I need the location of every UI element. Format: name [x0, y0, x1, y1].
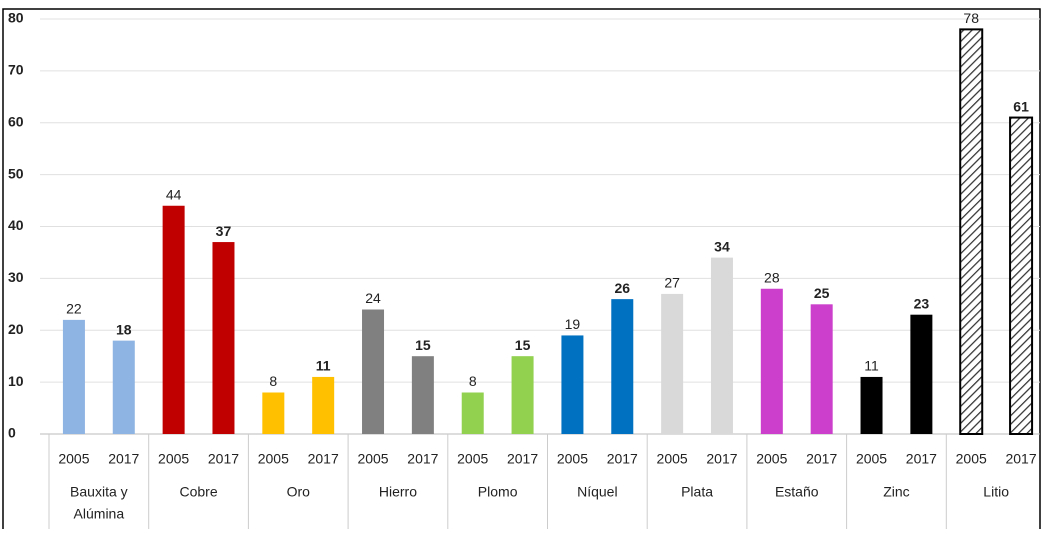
bar [112, 340, 135, 434]
x-tick-label: 2005 [557, 451, 588, 467]
y-tick-label: 70 [8, 62, 24, 78]
x-tick-label: 2017 [308, 451, 339, 467]
bar [212, 242, 235, 434]
x-tick-label: 2005 [258, 451, 289, 467]
group-label: Bauxita y [70, 484, 128, 500]
value-label: 27 [664, 275, 680, 291]
value-label: 8 [469, 373, 477, 389]
bar [312, 376, 335, 434]
value-label: 26 [614, 280, 630, 296]
y-tick-label: 60 [8, 113, 24, 129]
bar [910, 314, 933, 434]
group-label: Zinc [883, 484, 909, 500]
y-tick-label: 80 [8, 10, 24, 26]
x-tick-label: 2005 [756, 451, 787, 467]
bar [561, 335, 584, 434]
bar [262, 392, 285, 434]
x-tick-label: 2017 [706, 451, 737, 467]
x-tick-label: 2017 [208, 451, 239, 467]
x-tick-label: 2017 [607, 451, 638, 467]
x-tick-label: 2017 [806, 451, 837, 467]
value-label: 24 [365, 290, 381, 306]
y-tick-label: 10 [8, 373, 24, 389]
value-label: 78 [963, 10, 979, 26]
bar [411, 356, 434, 434]
group-label: Litio [983, 484, 1009, 500]
bar [511, 356, 534, 434]
x-tick-label: 2005 [856, 451, 887, 467]
group-label: Níquel [577, 484, 617, 500]
bar [810, 304, 833, 434]
bar [959, 28, 984, 435]
value-label: 18 [116, 321, 132, 337]
x-tick-label: 2005 [956, 451, 987, 467]
group-label: Plata [681, 484, 713, 500]
bar [1009, 116, 1034, 435]
x-tick-label: 2005 [158, 451, 189, 467]
y-tick-label: 30 [8, 269, 24, 285]
value-label: 8 [269, 373, 277, 389]
y-tick-label: 20 [8, 321, 24, 337]
bar [760, 288, 783, 434]
bar [611, 299, 634, 434]
value-label: 22 [66, 301, 82, 317]
x-tick-label: 2005 [357, 451, 388, 467]
value-label: 11 [864, 358, 879, 374]
y-tick-label: 0 [8, 425, 16, 441]
group-label: Hierro [379, 484, 417, 500]
value-label: 25 [814, 285, 830, 301]
group-label: Plomo [478, 484, 518, 500]
value-label: 11 [316, 358, 331, 374]
x-tick-label: 2005 [457, 451, 488, 467]
x-tick-label: 2005 [657, 451, 688, 467]
group-label: Alúmina [74, 506, 125, 522]
x-tick-label: 2017 [108, 451, 139, 467]
x-tick-label: 2005 [58, 451, 89, 467]
value-label: 15 [415, 337, 431, 353]
value-label: 28 [764, 269, 780, 285]
bar [62, 319, 85, 434]
bar [710, 257, 733, 434]
y-tick-label: 50 [8, 165, 24, 181]
bar [362, 309, 385, 434]
group-label: Oro [287, 484, 311, 500]
x-tick-label: 2017 [407, 451, 438, 467]
value-label: 44 [166, 186, 182, 202]
value-label: 15 [515, 337, 531, 353]
value-label: 37 [216, 223, 232, 239]
x-tick-label: 2017 [906, 451, 937, 467]
group-label: Cobre [179, 484, 217, 500]
y-tick-label: 40 [8, 217, 24, 233]
frame [2, 8, 1041, 534]
x-tick-label: 2017 [1005, 451, 1036, 467]
value-label: 19 [565, 316, 581, 332]
bar [661, 293, 684, 434]
group-label: Estaño [775, 484, 819, 500]
value-label: 23 [914, 295, 930, 311]
bar [860, 376, 883, 434]
value-label: 61 [1013, 98, 1029, 114]
bar [461, 392, 484, 434]
value-label: 34 [714, 238, 730, 254]
x-tick-label: 2017 [507, 451, 538, 467]
bar [162, 205, 185, 434]
